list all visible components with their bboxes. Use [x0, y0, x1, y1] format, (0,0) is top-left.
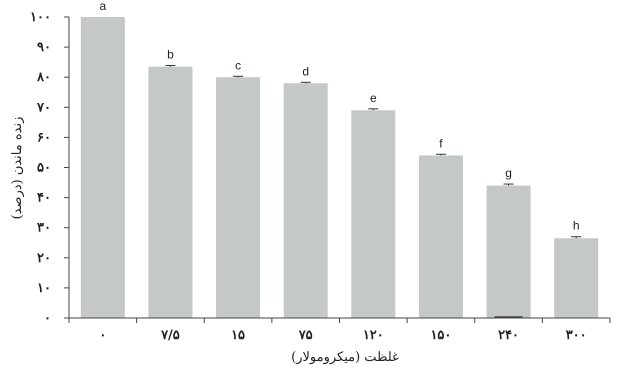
x-tick-label-2: ۱۵: [231, 328, 245, 343]
bars-group: a b c d e f g h: [80, 0, 599, 318]
error-bar-7: [571, 236, 582, 239]
bar-1: [148, 66, 193, 318]
y-tick-label-7: ۷۰: [36, 100, 51, 115]
y-axis-label: زنده ماندن (درصد): [10, 117, 25, 220]
significance-label-4: e: [370, 91, 377, 105]
significance-label-6: g: [505, 166, 512, 180]
y-tick-label-2: ۲۰: [37, 251, 51, 266]
bar-0: [80, 17, 125, 318]
y-tick-label-3: ۳۰: [37, 221, 51, 236]
y-tick-label-5: ۵۰: [37, 161, 51, 176]
y-tick-label-0: ۰: [44, 311, 51, 326]
x-axis-label: غلظت (میکرومولار): [291, 350, 399, 365]
significance-label-5: f: [439, 136, 443, 150]
bar-7: [554, 238, 599, 318]
y-tick-label-6: ۶۰: [37, 130, 51, 145]
bar-2: [216, 77, 261, 318]
significance-label-1: b: [167, 47, 174, 61]
x-tick-label-5: ۱۵۰: [430, 328, 451, 343]
error-bar-5: [435, 153, 446, 156]
y-tick-label-1: ۱۰: [37, 281, 51, 296]
error-bar-4: [368, 108, 379, 111]
error-bar-1: [165, 64, 176, 67]
significance-label-2: c: [235, 58, 241, 72]
y-tick-label-8: ۸۰: [36, 70, 51, 85]
bar-4: [351, 110, 396, 318]
bar-6: [486, 185, 531, 318]
significance-label-7: h: [573, 219, 580, 233]
error-bar-2: [233, 75, 244, 78]
x-tick-label-3: ۷۵: [298, 328, 313, 343]
x-tick-label-6: ۲۴۰: [498, 328, 519, 343]
significance-label-0: a: [99, 0, 106, 13]
y-tick-label-4: ۴۰: [37, 191, 51, 206]
x-tick-label-7: ۳۰۰: [566, 328, 587, 343]
bar-5: [418, 155, 463, 318]
axes-group: ۰ ۱۰ ۲۰ ۳۰ ۴۰ ۵۰ ۶۰ ۷۰ ۸۰ ۹۰ ۱۰۰ ۰ ۷/۵ ۱۵ ۷۵ ۱۲۰ ۱۵۰ ۲۴۰ ۳…: [30, 10, 611, 343]
error-bar-3: [300, 81, 311, 84]
bar-3: [283, 83, 328, 318]
x-tick-label-0: ۰: [99, 328, 106, 343]
y-tick-label-10: ۱۰۰: [30, 10, 51, 25]
error-bar-6: [503, 183, 514, 186]
x-tick-label-1: ۷/۵: [160, 328, 180, 343]
significance-label-3: d: [302, 64, 309, 78]
y-tick-label-9: ۹۰: [37, 40, 51, 55]
x-tick-label-4: ۱۲۰: [363, 328, 384, 343]
